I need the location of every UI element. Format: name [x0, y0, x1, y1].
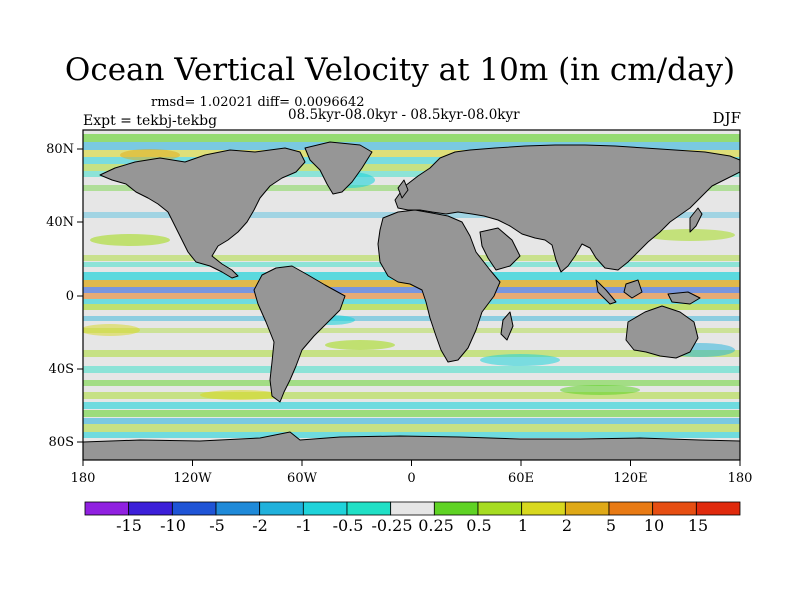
- velocity-patch: [83, 402, 740, 409]
- velocity-patch: [83, 410, 740, 417]
- land-antarctica: [83, 431, 740, 460]
- colorbar-swatch: [215, 501, 261, 516]
- land-borneo: [623, 279, 643, 299]
- colorbar-label: 1: [517, 516, 529, 535]
- season-label: DJF: [712, 109, 741, 127]
- colorbar-label: -10: [160, 516, 186, 535]
- velocity-patch: [83, 432, 740, 438]
- velocity-patch: [120, 149, 180, 161]
- land-british-isles: [397, 179, 409, 199]
- colorbar-label: 15: [687, 516, 709, 535]
- lat-tick-label: 80N: [46, 142, 74, 157]
- colorbar-swatch: [346, 501, 392, 516]
- lon-tick-label: 180: [71, 471, 96, 486]
- colorbar-label: -15: [116, 516, 142, 535]
- velocity-patch: [83, 157, 740, 164]
- land-greenland: [304, 141, 373, 195]
- experiment-line: Expt = tekbj-tekbg: [83, 113, 218, 129]
- colorbar-label: 10: [643, 516, 665, 535]
- velocity-patch: [83, 328, 740, 333]
- land-madagascar: [500, 311, 514, 341]
- colorbar-label: -5: [209, 516, 225, 535]
- velocity-patch: [83, 366, 740, 373]
- velocity-patch: [83, 418, 740, 424]
- land-arabia: [479, 227, 521, 271]
- colorbar-swatch: [652, 501, 697, 516]
- colorbar-swatch: [608, 501, 654, 516]
- velocity-patch: [83, 134, 740, 142]
- land-sumatra: [595, 279, 617, 305]
- colorbar-swatch: [84, 501, 130, 516]
- land-new-guinea: [667, 291, 701, 305]
- colorbar-swatch: [433, 501, 479, 516]
- land-masses: [83, 141, 740, 460]
- land-japan: [689, 207, 703, 233]
- velocity-patch: [83, 287, 740, 293]
- colorbar-swatch: [302, 501, 348, 516]
- colorbar-label: 2: [561, 516, 573, 535]
- lat-tick-label: 0: [66, 289, 74, 304]
- colorbar-swatch: [564, 501, 610, 516]
- land-eurasia: [394, 144, 740, 273]
- lon-tick-label: 0: [407, 471, 415, 486]
- velocity-patch: [325, 340, 395, 350]
- colorbar-label: -1: [296, 516, 312, 535]
- colorbar-label: -0.25: [371, 516, 413, 535]
- colorbar-swatch: [390, 501, 435, 516]
- velocity-patch: [83, 380, 740, 386]
- lat-tick-label: 80S: [49, 435, 74, 450]
- lon-tick-label: 180: [728, 471, 753, 486]
- velocity-patch: [83, 142, 740, 150]
- land-south-america: [253, 265, 346, 403]
- velocity-patch: [560, 385, 640, 395]
- lon-tick-label: 60W: [287, 471, 318, 486]
- lon-tick-label: 60E: [508, 471, 534, 486]
- colorbar-label: 5: [605, 516, 617, 535]
- velocity-patch: [83, 424, 740, 432]
- statistics-line: rmsd= 1.02021 diff= 0.0096642: [151, 95, 365, 110]
- velocity-patch: [645, 229, 735, 241]
- longitude-axis: 180 120W 60W 0 60E 120E 180: [71, 460, 753, 486]
- colorbar-label: 0.5: [466, 516, 492, 535]
- velocity-patch: [480, 354, 560, 366]
- colorbar-swatch: [259, 501, 304, 516]
- land-north-america: [99, 147, 306, 279]
- land-africa: [377, 209, 501, 363]
- period-comparison-line: 08.5kyr-08.0kyr - 08.5kyr-08.0kyr: [288, 107, 520, 123]
- velocity-patch: [200, 390, 280, 400]
- colorbar-label: -0.5: [332, 516, 364, 535]
- colorbar-label: -2: [252, 516, 268, 535]
- land-australia: [625, 305, 699, 359]
- velocity-patch: [83, 316, 740, 321]
- velocity-patch: [83, 350, 740, 357]
- velocity-patch: [83, 293, 740, 299]
- colorbar-swatch: [171, 501, 217, 516]
- velocity-patch: [83, 299, 740, 304]
- velocity-patch: [90, 234, 170, 246]
- velocity-patch: [83, 171, 740, 177]
- colorbar: [84, 501, 741, 516]
- lat-tick-label: 40N: [46, 215, 74, 230]
- velocity-patch: [83, 392, 740, 399]
- colorbar-swatch: [477, 501, 523, 516]
- colorbar-swatch: [128, 501, 173, 516]
- colorbar-swatch: [695, 501, 741, 516]
- velocity-patch: [83, 304, 740, 310]
- colorbar-swatch: [521, 501, 566, 516]
- colorbar-label: 0.25: [418, 516, 454, 535]
- velocity-patch: [83, 150, 740, 157]
- latitude-axis: 80N 40N 0 40S 80S: [46, 142, 83, 450]
- lon-tick-label: 120E: [613, 471, 647, 486]
- map-title: Ocean Vertical Velocity at 10m (in cm/da…: [64, 52, 736, 88]
- velocity-patch: [83, 324, 140, 336]
- lat-tick-label: 40S: [49, 362, 74, 377]
- lon-tick-label: 120W: [173, 471, 212, 486]
- velocity-patch: [83, 164, 740, 171]
